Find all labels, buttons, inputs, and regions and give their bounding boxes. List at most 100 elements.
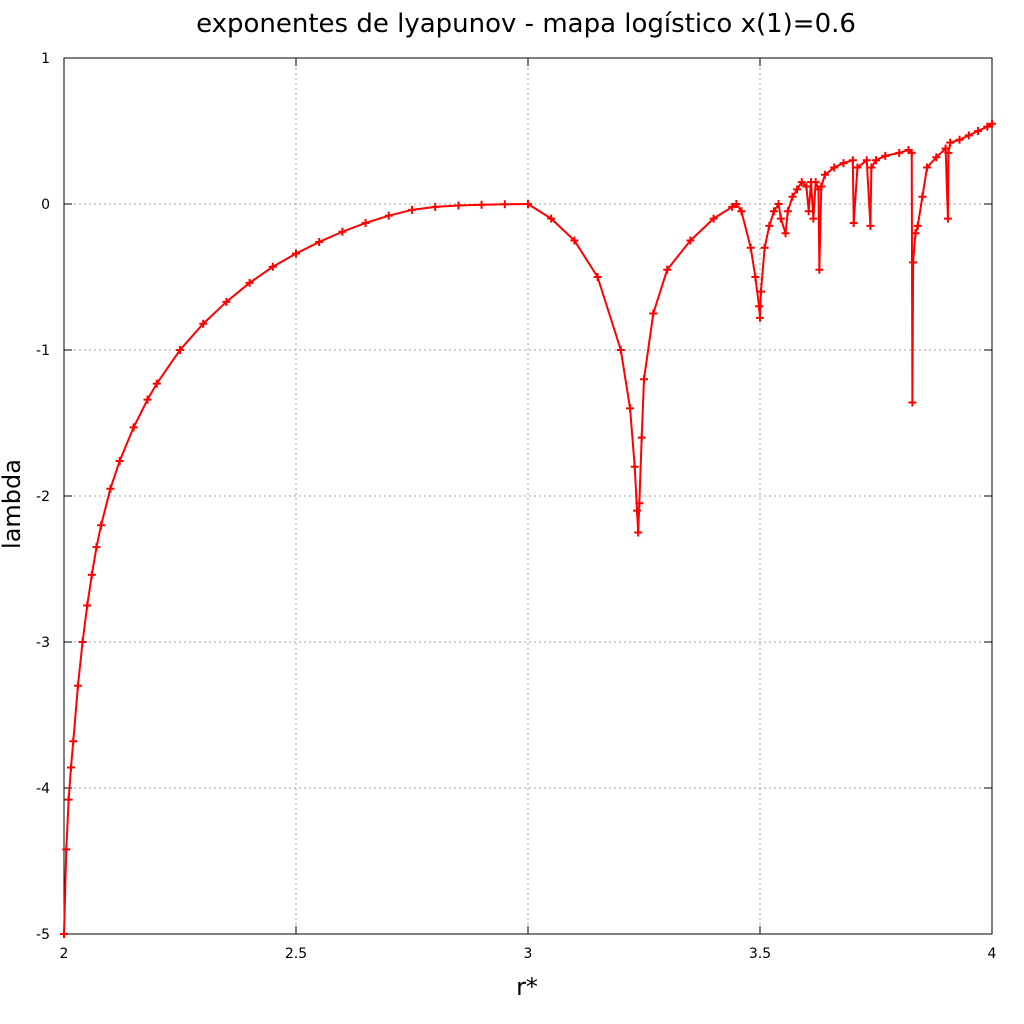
data-point-marker — [867, 163, 876, 172]
data-point-marker — [909, 258, 918, 267]
data-point-marker — [97, 521, 106, 530]
data-point-marker — [547, 214, 556, 223]
data-point-marker — [315, 237, 324, 246]
data-point-marker — [87, 570, 96, 579]
data-point-marker — [756, 287, 765, 296]
data-point-marker — [908, 398, 917, 407]
data-point-marker — [634, 528, 643, 537]
data-point-marker — [268, 262, 277, 271]
data-point-marker — [804, 207, 813, 216]
data-point-marker — [830, 163, 839, 172]
data-point-marker — [361, 218, 370, 227]
data-point-marker — [408, 205, 416, 214]
data-point-marker — [728, 202, 737, 211]
data-point-marker — [802, 182, 811, 191]
y-axis-label: lambda — [0, 459, 26, 549]
data-point-marker — [663, 265, 672, 274]
data-point-marker — [635, 499, 644, 508]
data-point-marker — [760, 243, 769, 252]
y-tick-label: -4 — [36, 781, 50, 797]
data-point-marker — [974, 127, 983, 135]
tick-layer: 2 2.5 3 3.5 4 1 0 -1 -2 -3 -4 -5 — [36, 51, 997, 962]
data-point-marker — [783, 207, 792, 216]
data-point-marker — [106, 484, 115, 493]
data-point-marker — [911, 229, 920, 238]
data-point-marker — [524, 200, 532, 208]
data-point-marker — [815, 265, 824, 274]
data-point-marker — [500, 200, 509, 209]
data-point-marker — [292, 249, 300, 258]
data-point-marker — [626, 404, 635, 413]
data-point-marker — [431, 202, 440, 211]
data-point-marker — [866, 221, 875, 230]
data-point-marker — [751, 273, 760, 281]
y-tick-label: -5 — [36, 927, 50, 943]
data-point-marker — [737, 207, 746, 216]
data-point-marker — [923, 163, 932, 172]
data-point-marker — [83, 601, 92, 610]
data-point-marker — [92, 543, 101, 552]
data-point-marker — [918, 192, 927, 201]
data-point-marker — [630, 462, 639, 471]
chart-title: exponentes de lyapunov - mapa logístico … — [196, 9, 856, 39]
data-point-marker — [881, 151, 890, 160]
y-tick-label: -2 — [36, 489, 50, 505]
data-point-marker — [152, 379, 161, 388]
data-point-marker — [746, 243, 755, 252]
data-point-marker — [384, 211, 393, 220]
data-point-marker — [593, 273, 602, 281]
x-tick-label: 3.5 — [749, 946, 771, 962]
data-point-marker — [143, 395, 152, 404]
data-point-marker — [756, 313, 764, 322]
data-point-marker — [853, 163, 862, 172]
data-point-marker — [115, 456, 124, 465]
data-point-marker — [633, 506, 642, 515]
data-point-marker — [66, 763, 75, 772]
data-point-marker — [176, 346, 184, 354]
data-point-marker — [809, 214, 818, 223]
data-point-marker — [946, 138, 955, 147]
data-point-marker — [797, 178, 806, 187]
data-point-marker — [649, 309, 658, 318]
data-point-marker — [129, 423, 138, 432]
x-tick-label: 4 — [988, 946, 997, 962]
data-point-marker — [64, 795, 73, 804]
data-point-marker — [839, 159, 848, 168]
data-point-marker — [788, 192, 797, 201]
data-point-marker — [640, 375, 648, 384]
data-point-marker — [338, 227, 347, 236]
data-point-marker — [78, 638, 87, 646]
data-point-marker — [944, 148, 953, 157]
data-point-marker — [477, 200, 486, 209]
data-point-marker — [932, 153, 941, 162]
data-point-marker — [709, 214, 718, 223]
data-point-marker — [895, 148, 904, 157]
data-point-marker — [60, 930, 68, 938]
y-tick-label: 0 — [41, 197, 50, 213]
data-point-marker — [781, 229, 790, 238]
data-point-marker — [776, 214, 785, 223]
x-tick-label: 3 — [524, 946, 533, 962]
data-point-marker — [849, 218, 858, 227]
data-point-marker — [73, 681, 82, 690]
data-point-marker — [941, 144, 950, 153]
data-point-marker — [793, 185, 802, 194]
data-point-marker — [964, 131, 973, 140]
data-point-marker — [811, 178, 820, 187]
data-point-marker — [755, 302, 764, 311]
data-point-marker — [765, 221, 774, 230]
x-tick-label: 2.5 — [285, 946, 307, 962]
data-point-marker — [943, 214, 952, 223]
data-point-marker — [955, 135, 964, 144]
series-layer — [60, 119, 996, 938]
data-point-marker — [848, 156, 857, 165]
data-point-marker — [820, 170, 829, 179]
data-point-marker — [62, 845, 71, 854]
data-point-marker — [199, 319, 208, 328]
data-point-marker — [862, 156, 871, 165]
x-axis-label: r* — [516, 973, 538, 1001]
data-point-marker — [774, 200, 783, 208]
y-tick-label: -1 — [36, 343, 50, 359]
data-point-marker — [69, 737, 78, 746]
